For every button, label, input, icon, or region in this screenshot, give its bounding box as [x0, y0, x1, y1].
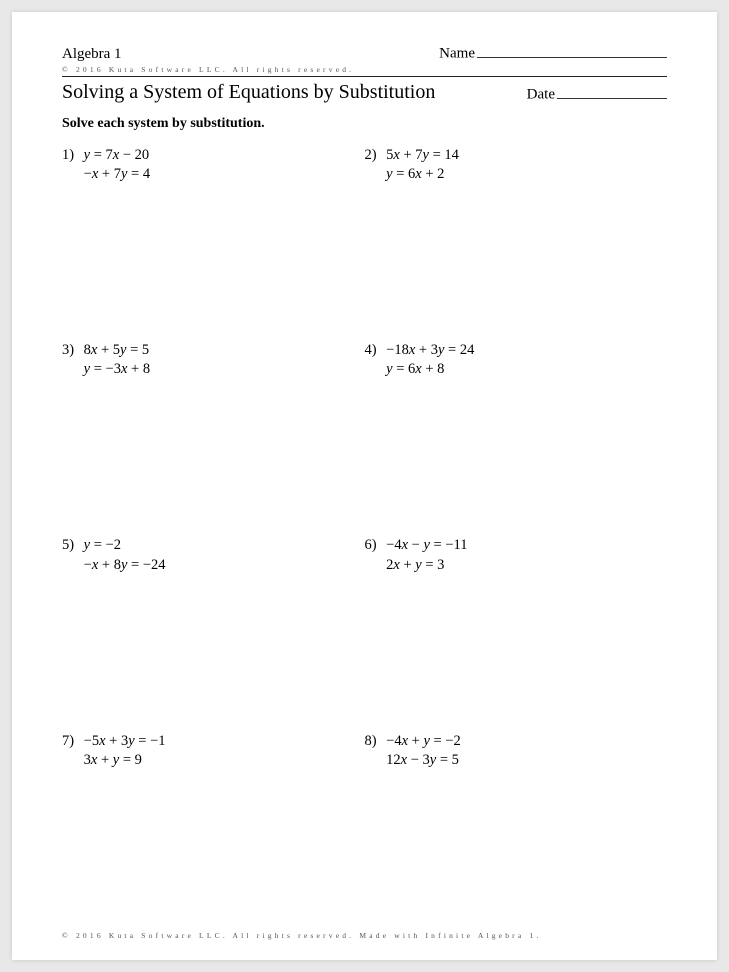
- equation: 5x + 7y = 14: [386, 147, 459, 163]
- equation: −5x + 3y = −1: [84, 733, 166, 749]
- equation: −4x + y = −2: [386, 733, 461, 749]
- problem-equations: −18x + 3y = 24 y = 6x + 8: [386, 341, 474, 380]
- problem-number: 4): [365, 341, 383, 361]
- worksheet-page: Algebra 1 Name © 2016 Kuta Software LLC.…: [12, 12, 717, 960]
- problem: 6) −4x − y = −11 2x + y = 3: [365, 534, 668, 729]
- problem: 4) −18x + 3y = 24 y = 6x + 8: [365, 339, 668, 534]
- problem-number: 2): [365, 146, 383, 166]
- problems-grid: 1) y = 7x − 20 −x + 7y = 4 2) 5x + 7y = …: [62, 144, 667, 926]
- header-row: Algebra 1 Name: [62, 44, 667, 63]
- date-label: Date: [527, 87, 555, 103]
- worksheet-title: Solving a System of Equations by Substit…: [62, 81, 435, 104]
- equation: y = 6x + 2: [386, 166, 444, 182]
- name-blank[interactable]: [477, 44, 667, 58]
- problem-equations: 5x + 7y = 14 y = 6x + 2: [386, 146, 459, 185]
- problem-equations: y = 7x − 20 −x + 7y = 4: [84, 146, 150, 185]
- problem-equations: y = −2 −x + 8y = −24: [84, 536, 166, 575]
- course-title: Algebra 1: [62, 46, 122, 63]
- equation: y = 6x + 8: [386, 361, 444, 377]
- equation: 2x + y = 3: [386, 557, 444, 573]
- problem-equations: −5x + 3y = −1 3x + y = 9: [84, 732, 166, 771]
- problem: 8) −4x + y = −2 12x − 3y = 5: [365, 730, 668, 925]
- problem-number: 7): [62, 732, 80, 752]
- problem-number: 6): [365, 536, 383, 556]
- equation: y = −2: [84, 537, 121, 553]
- problem: 5) y = −2 −x + 8y = −24: [62, 534, 365, 729]
- problem-number: 8): [365, 732, 383, 752]
- equation: 3x + y = 9: [84, 752, 142, 768]
- title-row: Solving a System of Equations by Substit…: [62, 81, 667, 104]
- equation: y = 7x − 20: [84, 147, 150, 163]
- equation: −18x + 3y = 24: [386, 342, 474, 358]
- copyright-footer: © 2016 Kuta Software LLC. All rights res…: [62, 925, 667, 940]
- problem: 7) −5x + 3y = −1 3x + y = 9: [62, 730, 365, 925]
- equation: −4x − y = −11: [386, 537, 467, 553]
- equation: 12x − 3y = 5: [386, 752, 459, 768]
- instructions: Solve each system by substitution.: [62, 116, 667, 132]
- problem-number: 3): [62, 341, 80, 361]
- problem: 1) y = 7x − 20 −x + 7y = 4: [62, 144, 365, 339]
- equation: y = −3x + 8: [84, 361, 150, 377]
- problem-number: 5): [62, 536, 80, 556]
- problem: 3) 8x + 5y = 5 y = −3x + 8: [62, 339, 365, 534]
- problem-equations: 8x + 5y = 5 y = −3x + 8: [84, 341, 150, 380]
- equation: −x + 7y = 4: [84, 166, 150, 182]
- problem-equations: −4x − y = −11 2x + y = 3: [386, 536, 467, 575]
- problem: 2) 5x + 7y = 14 y = 6x + 2: [365, 144, 668, 339]
- name-label: Name: [439, 46, 475, 62]
- equation: −x + 8y = −24: [84, 557, 166, 573]
- copyright-top: © 2016 Kuta Software LLC. All rights res…: [62, 65, 667, 74]
- date-blank[interactable]: [557, 85, 667, 99]
- header-rule: [62, 76, 667, 77]
- date-field: Date: [527, 85, 667, 104]
- name-field: Name: [439, 44, 667, 63]
- equation: 8x + 5y = 5: [84, 342, 150, 358]
- problem-equations: −4x + y = −2 12x − 3y = 5: [386, 732, 461, 771]
- problem-number: 1): [62, 146, 80, 166]
